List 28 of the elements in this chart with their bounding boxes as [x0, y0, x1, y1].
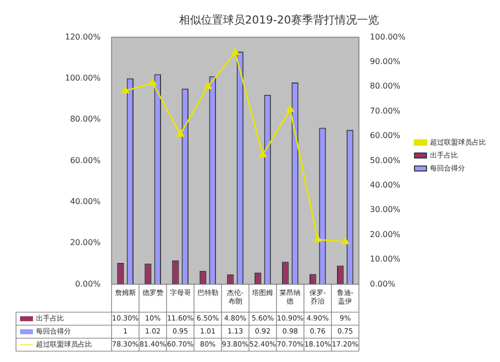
point: [314, 235, 322, 242]
y-tick-label: 120.00%: [65, 32, 101, 42]
point: [341, 237, 349, 244]
y-tick-label: 0.00%: [75, 279, 101, 288]
chart-title: 相似位置球员2019-20赛季背打情况一览: [179, 13, 379, 26]
y-tick-label: 60.00%: [70, 156, 101, 165]
y-tick-label: 100.00%: [65, 73, 101, 82]
y2-tick-label: 100.00%: [370, 32, 406, 42]
point: [122, 86, 130, 94]
y-tick-label: 20.00%: [70, 238, 101, 248]
y2-tick-label: 0.00%: [370, 279, 396, 288]
point: [176, 130, 184, 137]
point: [231, 48, 240, 56]
point: [286, 105, 294, 112]
y2-tick-label: 60.00%: [370, 131, 401, 140]
y2-tick-label: 70.00%: [370, 106, 401, 116]
point: [204, 82, 212, 90]
point: [149, 78, 157, 86]
y2-tick-label: 10.00%: [370, 254, 401, 264]
y2-tick-label: 40.00%: [370, 180, 401, 190]
y2-tick-label: 20.00%: [370, 230, 401, 239]
y2-tick-label: 50.00%: [370, 156, 401, 165]
y2-tick-label: 90.00%: [370, 56, 401, 66]
y-tick-label: 40.00%: [70, 196, 101, 206]
point: [258, 150, 267, 158]
y-tick-label: 80.00%: [70, 114, 101, 124]
y2-tick-label: 30.00%: [370, 205, 401, 214]
y2-tick-label: 80.00%: [370, 82, 401, 91]
